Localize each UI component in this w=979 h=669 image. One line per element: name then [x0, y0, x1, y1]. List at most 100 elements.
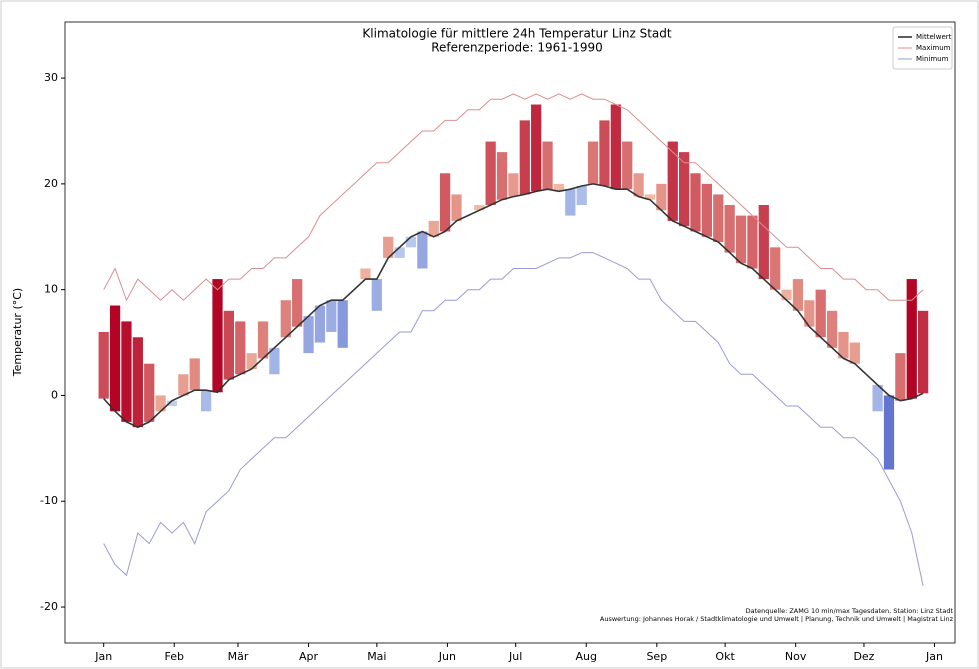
anomaly-bar [690, 173, 701, 232]
anomaly-bar [314, 305, 326, 343]
x-tick-label: Nov [785, 650, 807, 663]
x-tick-label: Aug [576, 650, 597, 663]
anomaly-bar [656, 183, 667, 211]
x-tick-label: Dez [853, 650, 874, 663]
anomaly-bar [895, 353, 906, 401]
anomaly-bar [280, 300, 291, 338]
anomaly-bar [269, 347, 280, 375]
anomaly-bar [474, 205, 485, 211]
anomaly-bar [201, 390, 212, 412]
anomaly-bar [155, 395, 166, 412]
anomaly-bar [701, 183, 713, 237]
chart-title: Klimatologie für mittlere 24h Temperatur… [362, 27, 671, 41]
anomaly-bar [918, 310, 929, 394]
anomaly-bar [394, 247, 405, 258]
anomaly-bar [599, 120, 610, 186]
x-tick-label: Sep [646, 650, 667, 663]
anomaly-bar [849, 342, 860, 364]
anomaly-bar [758, 205, 769, 280]
anomaly-bar [565, 189, 576, 216]
anomaly-bar [906, 279, 917, 399]
anomaly-bar [326, 300, 337, 332]
anomaly-bar [587, 141, 599, 184]
x-tick-label: Apr [299, 650, 319, 663]
anomaly-bar [770, 247, 781, 290]
anomaly-bar [815, 289, 826, 338]
anomaly-bar [542, 141, 553, 190]
x-tick-label: Mai [367, 650, 386, 663]
anomaly-bar [337, 300, 348, 348]
anomaly-bar [235, 321, 246, 375]
y-axis-label: Temperatur (°C) [11, 288, 24, 377]
x-tick-label: Jan [925, 650, 943, 663]
anomaly-bar [292, 279, 303, 327]
y-tick-label: -10 [40, 494, 58, 507]
anomaly-bar [428, 220, 439, 237]
y-tick-label: 20 [44, 177, 58, 190]
anomaly-bar [257, 321, 269, 359]
anomaly-bar [303, 316, 314, 354]
plot-frame [64, 21, 956, 644]
anomaly-bar [360, 268, 371, 280]
x-tick-label: Jul [508, 650, 522, 663]
anomaly-bar [383, 236, 394, 258]
anomaly-bar [451, 194, 462, 221]
anomaly-bar [371, 279, 382, 311]
anomaly-bar [883, 395, 895, 470]
anomaly-bar [519, 120, 530, 195]
line-2 [103, 252, 924, 587]
anomaly-bar [792, 279, 804, 311]
anomaly-bar [144, 363, 155, 422]
line-0 [103, 183, 924, 429]
anomaly-bar [838, 331, 849, 359]
anomaly-bar [781, 289, 792, 301]
anomaly-bar [246, 353, 257, 369]
legend-label: Mittelwert [916, 33, 952, 41]
x-tick-label: Jun [438, 650, 456, 663]
anomaly-bar [417, 231, 428, 269]
source-note: Datenquelle: ZAMG 10 min/max Tagesdaten,… [746, 607, 954, 615]
y-tick-label: 0 [51, 388, 58, 401]
chart-subtitle: Referenzperiode: 1961-1990 [431, 41, 603, 55]
anomaly-bar [496, 152, 508, 200]
anomaly-bar [576, 185, 587, 206]
anomaly-bar [872, 384, 883, 412]
anomaly-bar [485, 141, 496, 206]
anomaly-bar [109, 305, 121, 412]
anomaly-bar [189, 358, 200, 391]
anomaly-bar [531, 104, 542, 192]
anomaly-bar [747, 215, 758, 269]
y-tick-label: -20 [40, 600, 58, 613]
anomaly-bar [644, 194, 656, 200]
x-tick-label: Mär [228, 650, 249, 663]
anomaly-bar [826, 310, 838, 348]
anomaly-bar [212, 279, 223, 393]
anomaly-bar [132, 337, 143, 428]
anomaly-bar [679, 152, 690, 227]
x-tick-label: Okt [715, 650, 735, 663]
anomaly-bar [508, 173, 519, 197]
anomaly-bar [804, 300, 815, 327]
legend-label: Minimum [916, 55, 949, 63]
legend-label: Maximum [916, 44, 951, 52]
anomaly-bar [633, 173, 644, 197]
anomaly-bar [724, 205, 735, 253]
anomaly-bar [98, 331, 109, 399]
y-tick-label: 30 [44, 71, 58, 84]
anomaly-bar [610, 104, 621, 190]
line-1 [103, 93, 924, 302]
y-tick-label: 10 [44, 283, 58, 296]
anomaly-bar [121, 321, 132, 422]
anomaly-bar [713, 194, 724, 243]
anomaly-bar [553, 183, 565, 192]
x-tick-label: Jan [94, 650, 112, 663]
anomaly-bar [178, 374, 189, 396]
anomaly-bar [405, 236, 417, 248]
anomaly-bar [735, 215, 747, 264]
x-tick-label: Feb [165, 650, 184, 663]
anomaly-bar [622, 141, 633, 190]
author-note: Auswertung: Johannes Horak / Stadtklimat… [600, 615, 954, 623]
